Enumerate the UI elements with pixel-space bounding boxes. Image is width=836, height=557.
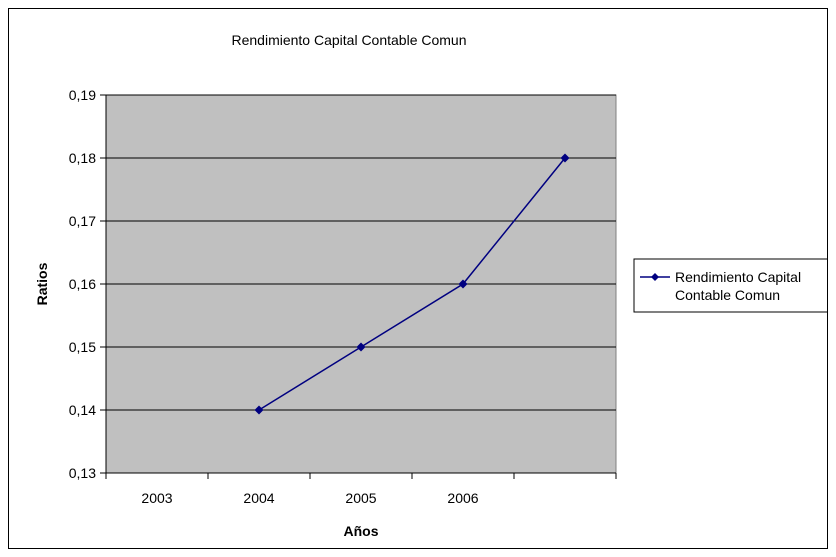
data-point [254,405,264,415]
legend-label-line-2: Contable Comun [675,287,780,303]
x-tick-label: 2005 [345,490,376,506]
x-axis-ticks: 2003 2004 2005 2006 [105,473,617,506]
y-tick-label: 0,15 [69,339,96,355]
y-tick-label: 0,17 [69,213,96,229]
grid-lines [106,94,616,411]
data-point [560,153,570,163]
y-tick-label: 0,14 [69,402,96,418]
x-tick-label: 2004 [243,490,274,506]
y-tick-label: 0,13 [69,465,96,481]
x-tick-label: 2003 [141,490,172,506]
data-point [356,342,366,352]
legend: Rendimiento Capital Contable Comun [633,258,835,313]
chart-svg: Rendimiento Capital Contable Comun 0,130… [34,32,835,539]
legend-marker [651,273,659,281]
series-group [254,153,570,415]
legend-label-line-1: Rendimiento Capital [675,269,801,285]
y-tick-label: 0,16 [69,276,96,292]
x-axis-label: Años [344,523,379,539]
series-line [258,157,566,411]
y-axis-ticks: 0,13 0,14 0,15 0,16 0,17 0,18 0,19 [69,87,106,481]
chart-frame: Rendimiento Capital Contable Comun 0,13 0… [8,8,835,549]
data-point [458,279,468,289]
legend-box [633,258,835,313]
y-tick-label: 0,18 [69,150,96,166]
y-axis-label: Ratios [34,262,50,305]
y-tick-label: 0,19 [69,87,96,103]
x-tick-label: 2006 [447,490,478,506]
chart-title: Rendimiento Capital Contable Comun [231,32,466,48]
